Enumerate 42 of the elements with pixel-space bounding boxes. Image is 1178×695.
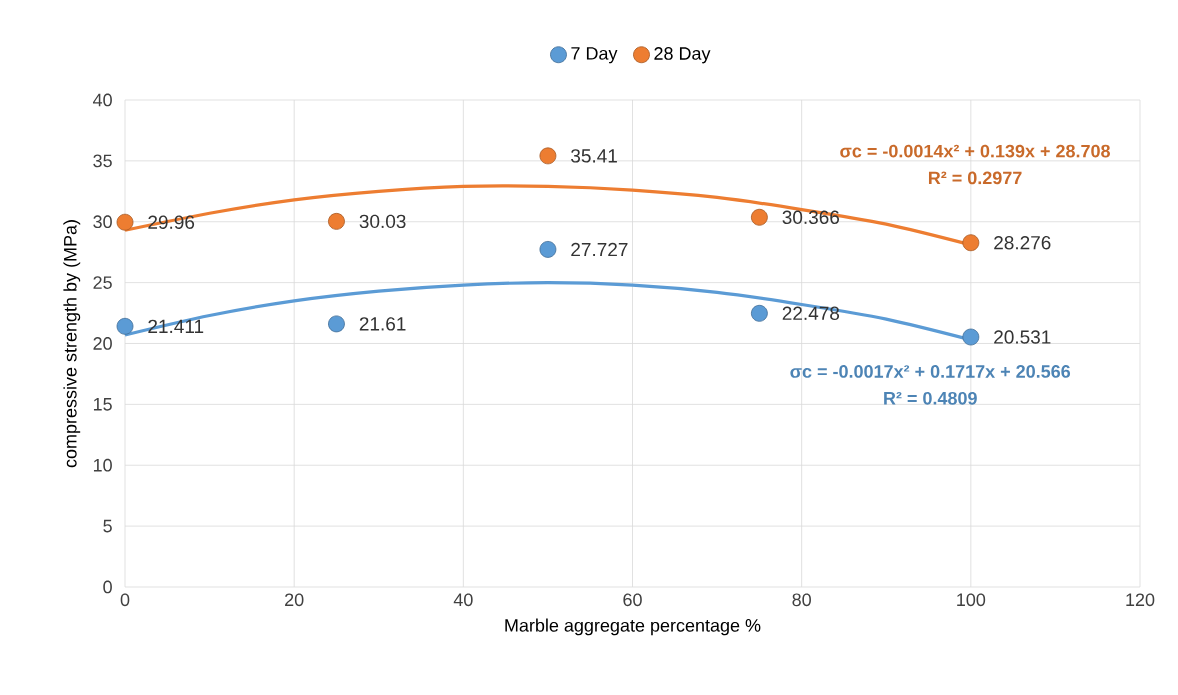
annotation: R² = 0.4809 — [884, 391, 977, 405]
y-tick-label: 15 — [93, 398, 112, 411]
y-tick-label: 0 — [103, 580, 112, 594]
annotation: σc = -0.0017x² + 0.1717x + 20.566 — [790, 365, 1071, 378]
x-tick-label: 100 — [957, 593, 986, 607]
y-axis-title: compressive strength by (MPa) — [63, 220, 81, 468]
point — [962, 328, 980, 346]
y-tick-label: 40 — [93, 93, 112, 107]
data-label: 30.03 — [359, 214, 406, 229]
legend-label: 28 Day — [654, 47, 711, 64]
legend-label: 7 Day — [571, 47, 618, 64]
point — [116, 213, 134, 231]
point — [539, 241, 557, 258]
y-tick-label: 35 — [93, 154, 112, 168]
x-tick-label: 20 — [285, 593, 304, 607]
x-tick-label: 0 — [120, 593, 130, 607]
annotation: σc = -0.0014x² + 0.139x + 28.708 — [840, 144, 1110, 158]
x-tick-label: 80 — [792, 593, 811, 607]
point — [328, 212, 345, 230]
data-label: 20.531 — [994, 330, 1051, 344]
y-tick-label: 25 — [93, 276, 112, 289]
point — [116, 317, 134, 335]
annotation: R² = 0.2977 — [928, 171, 1022, 185]
point — [962, 234, 980, 252]
data-label: 21.61 — [359, 317, 406, 331]
x-tick-label: 40 — [453, 593, 473, 607]
x-axis-title: Marble aggregate percentage % — [505, 618, 761, 636]
point — [750, 208, 768, 226]
point — [328, 315, 345, 333]
point — [539, 147, 557, 165]
y-tick-label: 10 — [93, 458, 112, 472]
data-label: 30.366 — [782, 210, 840, 225]
y-tick-label: 5 — [103, 519, 112, 533]
data-label: 35.41 — [571, 149, 617, 163]
data-label: 28.276 — [994, 236, 1051, 250]
x-tick-label: 60 — [623, 593, 642, 607]
y-tick-label: 30 — [93, 215, 112, 229]
x-tick-label: 120 — [1126, 593, 1155, 607]
data-label: 27.727 — [571, 242, 628, 257]
point — [750, 304, 768, 322]
y-tick-label: 20 — [93, 337, 112, 350]
data-label: 22.478 — [782, 306, 840, 321]
